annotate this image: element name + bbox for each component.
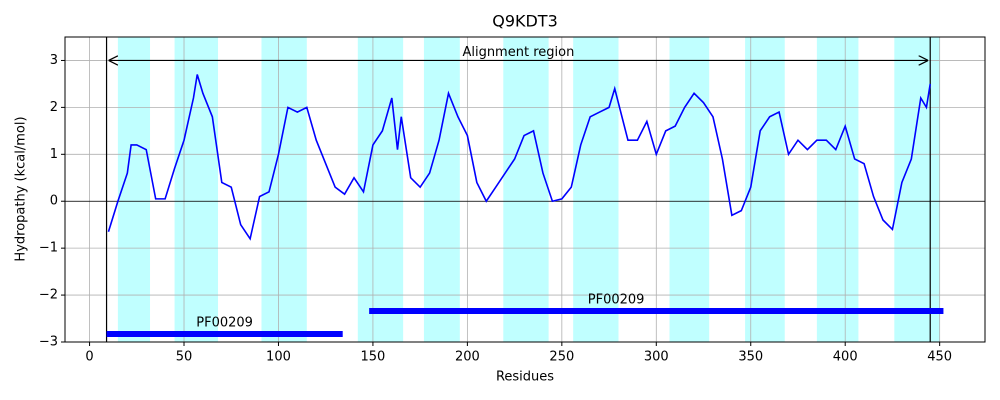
transmembrane-band — [894, 37, 940, 342]
domain-label: PF00209 — [196, 316, 253, 331]
x-axis-label: Residues — [496, 370, 554, 385]
x-tick-label: 200 — [455, 350, 480, 365]
transmembrane-band — [816, 37, 859, 342]
domain-label: PF00209 — [588, 293, 645, 308]
transmembrane-band — [745, 37, 785, 342]
y-tick-label: −2 — [39, 288, 58, 303]
transmembrane-band — [174, 37, 219, 342]
x-tick-label: 0 — [85, 350, 93, 365]
transmembrane-band — [261, 37, 307, 342]
x-tick-label: 400 — [833, 350, 858, 365]
x-tick-label: 100 — [266, 350, 291, 365]
transmembrane-band — [669, 37, 710, 342]
transmembrane-band — [503, 37, 549, 342]
transmembrane-band — [117, 37, 151, 342]
x-tick-label: 450 — [927, 350, 952, 365]
y-tick-label: 2 — [50, 100, 58, 115]
x-tick-label: 50 — [176, 350, 193, 365]
x-tick-label: 350 — [738, 350, 763, 365]
plot-frame — [64, 36, 986, 343]
x-tick-label: 250 — [549, 350, 574, 365]
y-tick-label: 0 — [50, 194, 58, 209]
hydropathy-line — [107, 74, 932, 241]
chart-title: Q9KDT3 — [492, 12, 558, 31]
alignment-label: Alignment region — [462, 45, 574, 60]
x-tick-label: 300 — [644, 350, 669, 365]
y-tick-label: 3 — [50, 53, 58, 68]
x-tick-label: 150 — [361, 350, 386, 365]
y-tick-label: −3 — [39, 335, 58, 350]
y-axis-label: Hydropathy (kcal/mol) — [14, 116, 29, 261]
transmembrane-band — [357, 37, 404, 342]
y-tick-label: 1 — [50, 147, 58, 162]
y-tick-label: −1 — [39, 241, 58, 256]
transmembrane-band — [573, 37, 619, 342]
transmembrane-band — [423, 37, 460, 342]
